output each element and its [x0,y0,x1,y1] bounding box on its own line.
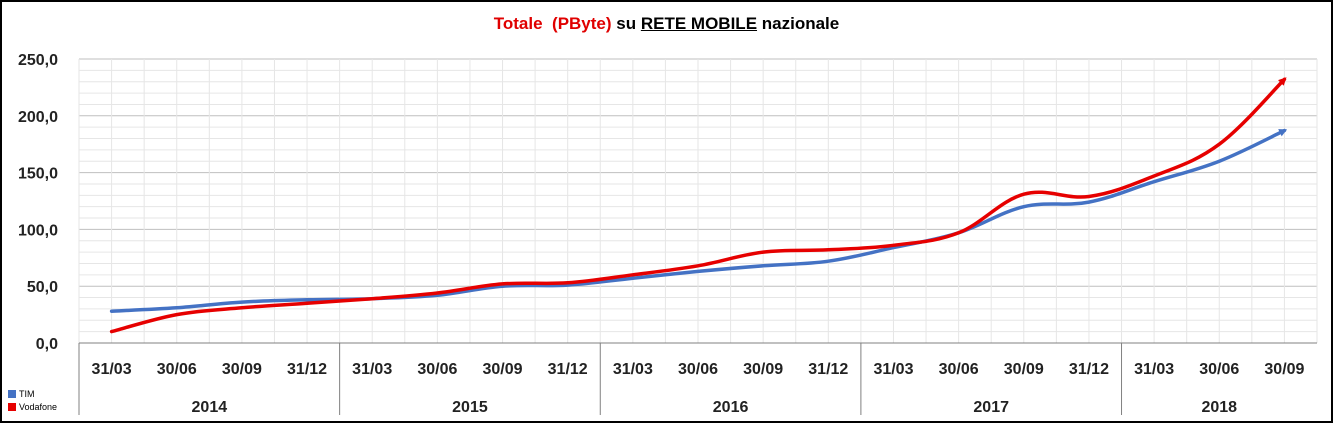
y-tick-label: 0,0 [36,336,58,353]
x-tick-label: 31/12 [808,361,848,378]
x-tick-label: 30/09 [1004,361,1044,378]
series-line-vodafone [109,77,1287,334]
x-tick-label: 31/03 [613,361,653,378]
year-label: 2018 [1201,399,1237,416]
year-label: 2014 [192,399,228,416]
legend-label: Vodafone [19,401,58,412]
year-label: 2017 [973,399,1009,416]
legend: TIM Vodafone [8,387,57,413]
title-total: Totale [493,14,543,33]
x-tick-label: 30/06 [157,361,197,378]
year-label: 2016 [713,399,749,416]
x-tick-label: 30/09 [222,361,262,378]
y-tick-label: 150,0 [18,166,58,183]
x-tick-label: 30/06 [417,361,457,378]
y-tick-label: 250,0 [18,52,58,69]
x-tick-label: 30/09 [1264,361,1304,378]
x-tick-label: 31/03 [92,361,132,378]
x-tick-label: 30/09 [483,361,523,378]
x-tick-label: 31/12 [1069,361,1109,378]
chart-title: Totale (PByte) su RETE MOBILE nazionale [0,14,1333,34]
series-line-tim [109,128,1288,313]
x-tick-label: 31/03 [1134,361,1174,378]
title-network: RETE MOBILE [640,14,758,33]
y-tick-label: 50,0 [27,279,58,296]
title-unit: (PByte) [552,14,612,33]
legend-entry-tim: TIM [8,387,57,400]
label-layer: 0,0 50,0 100,0 150,0 200,0 250,0 31/03 30/06 30/… [18,52,1305,416]
y-tick-label: 200,0 [18,109,58,126]
title-scope: nazionale [761,14,840,33]
axis-layer [78,342,1317,415]
x-tick-label: 31/03 [352,361,392,378]
legend-entry-vodafone: Vodafone [8,400,57,413]
x-tick-label: 31/03 [873,361,913,378]
title-su: su [616,14,637,33]
x-tick-label: 30/06 [678,361,718,378]
legend-swatch [8,389,16,398]
legend-label: TIM [19,388,35,399]
x-tick-label: 31/12 [287,361,327,378]
x-tick-label: 31/12 [548,361,588,378]
x-tick-label: 30/06 [1199,361,1239,378]
x-tick-label: 30/06 [939,361,979,378]
year-label: 2015 [452,399,488,416]
series-layer [109,77,1288,334]
x-tick-label: 30/09 [743,361,783,378]
legend-swatch [8,402,16,411]
y-tick-label: 100,0 [18,222,58,239]
